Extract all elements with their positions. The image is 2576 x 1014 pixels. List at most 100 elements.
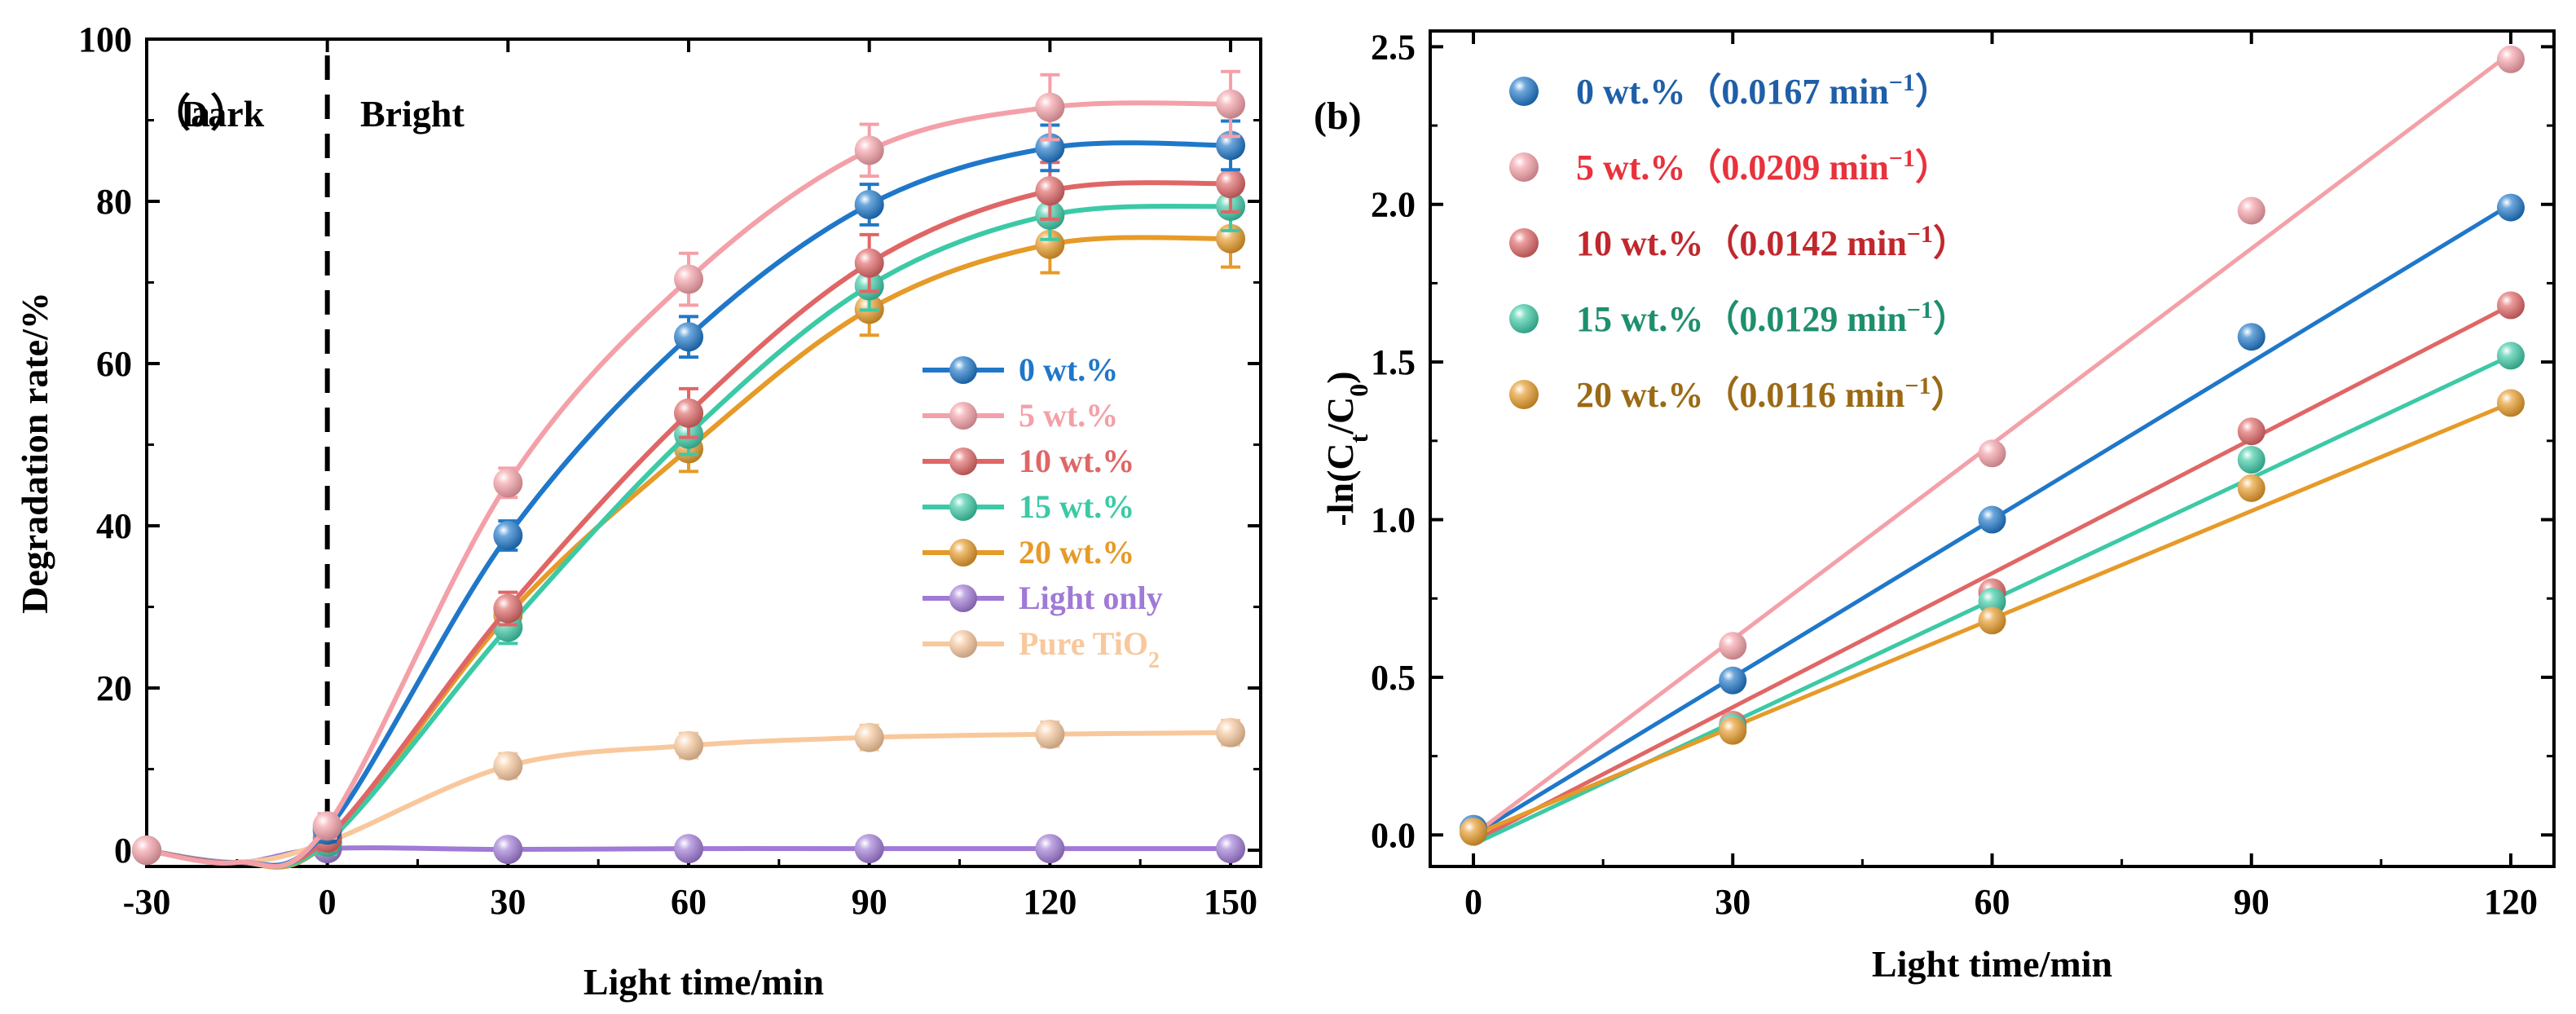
data-point [1978,439,2006,468]
legend-marker [1509,228,1539,258]
x-tick-label: 60 [1975,882,2010,922]
legend-label-close: ） [1915,148,1951,187]
x-tick-label: 0 [319,882,337,922]
legend-label-text: 15 wt.% [1019,488,1134,525]
legend-marker [949,539,977,567]
y-tick-label: 20 [96,668,132,708]
data-point [493,593,523,624]
x-tick-label: 120 [2484,882,2538,922]
y-tick-label: 1.5 [1371,342,1416,382]
legend-label-text: 20 wt.% [1019,534,1134,571]
data-point [2237,196,2266,225]
x-tick-label: 150 [1204,882,1257,922]
data-point [2237,323,2266,351]
x-tick-label: 30 [1715,882,1750,922]
legend-marker [1509,152,1539,182]
panel-b-kinetics-chart: 0 30 60 90 120 0.0 0.5 1.0 1.5 2.0 2.5 Light time/m… [1314,27,2556,985]
data-point [1035,834,1065,864]
legend-marker [949,493,977,521]
data-point [493,835,523,865]
legend-label-close: ） [1933,299,1969,339]
data-point [2237,446,2266,474]
y-axis-label: Degradation rate/% [14,292,55,614]
data-point [2496,389,2525,417]
legend-label-text: 0 wt.% [1019,351,1118,388]
x-tick-label: 0 [1464,882,1482,922]
data-point [674,730,704,760]
legend-label-close: ） [1931,375,1966,415]
legend-label-rate: （0.0116 min [1703,375,1904,415]
legend-label: 0 wt.% [1019,351,1118,388]
data-point [1216,169,1246,199]
legend-label: 0 wt.%（0.0167 min−1） [1576,69,1951,112]
x-tick-label: 30 [490,882,526,922]
plot-frame [145,37,1262,868]
legend-label-superscript: −1 [1889,145,1915,172]
legend-marker [949,584,977,612]
y-tick-label: 100 [78,20,132,60]
y-tick-label: 0 [114,831,132,871]
legend-label-rate: （0.0209 min [1685,148,1888,187]
y-axis-label-subscript: t [1344,434,1373,443]
data-point [493,521,523,550]
y-tick-label: 40 [96,506,132,546]
data-point [674,834,704,864]
legend-label-superscript: −1 [1904,373,1931,399]
legend-label-close: ） [1933,223,1969,263]
legend-label-rate: （0.0167 min [1685,72,1888,112]
data-point [1978,606,2006,635]
y-tick-label: 2.5 [1371,27,1416,67]
panel-a-degradation-chart: -30 0 30 60 90 120 150 0 20 40 60 80 100 Light time/m… [14,20,1262,1003]
legend-label-subscript: 2 [1148,648,1160,673]
legend-label-text: 5 wt.% [1019,397,1118,434]
series-line-1 [146,100,1231,869]
legend-label: 5 wt.% [1019,397,1118,434]
data-point [1216,89,1246,119]
data-point [1719,716,1747,745]
legend-label-close: ） [1915,72,1951,112]
legend-label-text: Pure TiO [1019,625,1148,662]
y-tick-label: 1.0 [1371,500,1416,540]
data-point [1035,229,1065,259]
data-point [1035,176,1065,206]
data-point [1216,834,1246,864]
data-point [493,751,523,781]
legend-label: 15 wt.% [1019,488,1134,525]
legend-marker [949,447,977,475]
fit-line-2 [1472,303,2512,844]
legend-label: 20 wt.%（0.0116 min−1） [1576,373,1966,416]
y-tick-label: 2.0 [1371,185,1416,225]
x-tick-label: 60 [671,882,707,922]
y-axis-label: -ln(Ct/C0) [1319,371,1373,526]
legend-marker [949,630,977,658]
legend-label-name: 15 wt.% [1576,299,1703,339]
legend-label-text: 10 wt.% [1019,443,1134,479]
data-point [674,322,704,352]
data-point [493,468,523,498]
legend-label-name: 20 wt.% [1576,375,1703,415]
dark-region-label: Dark [181,93,265,134]
data-point [2496,193,2525,222]
data-point [1719,666,1747,694]
legend-label: Light only [1019,580,1163,616]
data-point [1216,717,1246,747]
data-point [1035,92,1065,122]
legend-label: 10 wt.% [1019,443,1134,479]
legend-label: 10 wt.%（0.0142 min−1） [1576,221,1969,264]
legend-label: 20 wt.% [1019,534,1134,571]
data-point [1978,505,2006,534]
data-point [1035,719,1065,749]
data-point [2237,417,2266,446]
data-point [1719,632,1747,660]
legend-marker [1509,380,1539,409]
panel-tag: （a） [152,92,249,135]
y-tick-label: 60 [96,344,132,384]
y-axis-label-text: ) [1319,371,1361,383]
data-point [674,264,704,294]
legend-marker [949,402,977,430]
y-axis-label-text: -ln(C [1319,443,1361,526]
x-axis-label: Light time/min [583,961,824,1003]
data-point [674,398,704,428]
legend-label: 15 wt.%（0.0129 min−1） [1576,297,1969,340]
